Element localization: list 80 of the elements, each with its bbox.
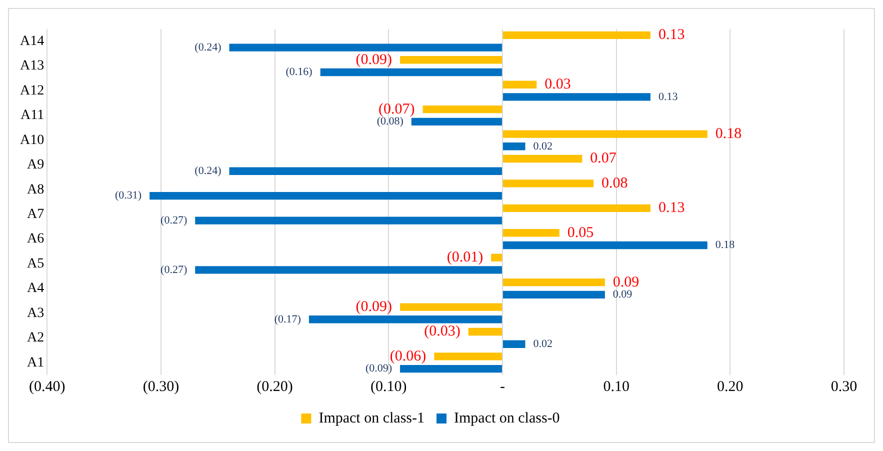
x-tick-label: (0.40) xyxy=(28,378,66,395)
bar xyxy=(195,266,502,274)
bar xyxy=(502,229,560,237)
bar xyxy=(502,340,526,348)
y-tick-label: A6 xyxy=(26,232,44,247)
bar xyxy=(195,216,502,224)
bar xyxy=(502,142,526,150)
y-tick-label: A3 xyxy=(26,306,44,321)
bar xyxy=(502,204,650,212)
y-tick-label: A7 xyxy=(26,207,44,222)
bar xyxy=(502,278,605,286)
data-label: 0.05 xyxy=(567,224,594,241)
data-label: (0.27) xyxy=(160,214,188,226)
bar xyxy=(502,290,605,299)
legend-label: Impact on class-1 xyxy=(318,410,425,426)
x-tick-label: 0.10 xyxy=(603,378,630,395)
bar xyxy=(502,241,708,250)
x-tick-label: (0.10) xyxy=(370,378,407,395)
data-label: (0.24) xyxy=(194,41,222,54)
bar xyxy=(502,31,650,40)
bar xyxy=(502,154,582,163)
y-tick-label: A11 xyxy=(20,108,44,124)
data-label: (0.09) xyxy=(365,362,392,375)
y-tick-label: A9 xyxy=(26,158,44,173)
x-tick-label: 0.30 xyxy=(830,378,858,395)
bar xyxy=(434,352,502,360)
data-label: 0.07 xyxy=(590,150,617,167)
bar xyxy=(229,44,502,52)
bar xyxy=(308,316,502,324)
x-tick-label: - xyxy=(500,378,505,395)
data-label: 0.18 xyxy=(715,126,742,142)
data-label: (0.06) xyxy=(390,348,426,364)
x-tick-label: 0.20 xyxy=(717,378,744,395)
y-tick-label: A13 xyxy=(20,58,44,74)
bar xyxy=(320,68,502,76)
data-label: (0.09) xyxy=(356,298,392,315)
data-label: (0.24) xyxy=(194,165,222,177)
data-label: 0.13 xyxy=(658,90,678,103)
bar xyxy=(229,167,502,175)
bar xyxy=(400,56,502,64)
bar xyxy=(468,328,502,336)
data-label: 0.08 xyxy=(602,175,628,192)
data-label: 0.02 xyxy=(533,338,552,350)
data-label: (0.17) xyxy=(274,313,302,326)
y-tick-label: A4 xyxy=(26,281,44,296)
bar xyxy=(502,130,708,138)
y-tick-label: A14 xyxy=(20,34,44,50)
x-tick-label: (0.20) xyxy=(256,378,293,395)
bar xyxy=(491,254,502,262)
data-label: 0.13 xyxy=(658,200,685,216)
data-label: (0.16) xyxy=(286,66,313,78)
y-tick-label: A1 xyxy=(26,355,44,370)
data-label: (0.27) xyxy=(160,264,188,276)
data-label: 0.03 xyxy=(544,76,571,93)
bar xyxy=(400,364,502,373)
y-tick-label: A10 xyxy=(20,132,44,148)
data-label: (0.08) xyxy=(376,116,404,128)
data-label: 0.13 xyxy=(658,27,685,44)
bar xyxy=(400,303,502,311)
bar xyxy=(502,180,594,188)
data-label: 0.09 xyxy=(612,274,640,290)
y-tick-label: A12 xyxy=(20,83,44,98)
data-label: (0.07) xyxy=(378,101,415,118)
data-label: 0.02 xyxy=(533,140,552,152)
y-tick-label: A2 xyxy=(26,330,44,346)
bar xyxy=(150,192,502,200)
legend-label: Impact on class-0 xyxy=(454,410,560,426)
y-tick-label: A8 xyxy=(26,182,44,198)
data-label: (0.31) xyxy=(114,190,142,202)
bar xyxy=(502,80,537,88)
data-label: 0.09 xyxy=(612,288,633,301)
data-label: 0.18 xyxy=(715,239,736,252)
bar xyxy=(411,118,502,126)
data-label: (0.09) xyxy=(356,52,392,68)
x-tick-label: (0.30) xyxy=(142,378,180,395)
bar xyxy=(422,105,502,114)
data-label: (0.03) xyxy=(424,324,460,340)
y-tick-label: A5 xyxy=(26,256,44,272)
data-label: (0.01) xyxy=(446,250,484,266)
bar xyxy=(502,93,650,101)
